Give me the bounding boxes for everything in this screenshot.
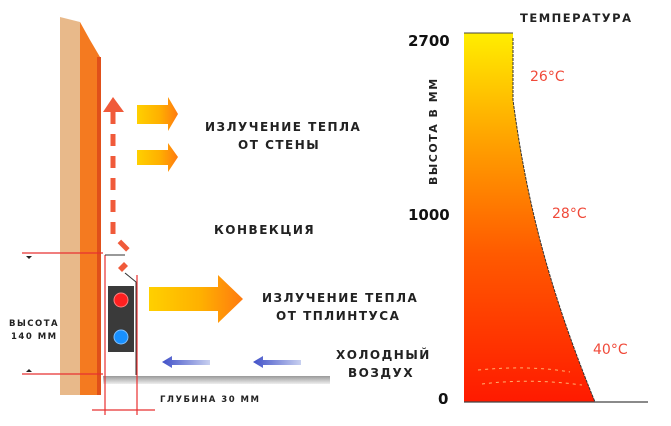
skirting-radiation-label: ИЗЛУЧЕНИЕ ТЕПЛА [262,291,418,305]
heat-waves [477,367,583,386]
depth-label: ГЛУБИНА 30 ММ [160,395,260,405]
cold-pipe-icon [113,329,129,345]
y-axis-label: ВЫСОТА В ММ [427,77,440,185]
convection-label: КОНВЕКЦИЯ [214,223,315,237]
floor [103,376,330,384]
temp-label-28: 28°C [552,206,587,222]
wall [60,17,101,395]
cold-air-label: ХОЛОДНЫЙ [336,347,431,362]
skirting-radiation-label-2: ОТ ТПЛИНТУСА [276,309,400,323]
wall-radiation-label-2: ОТ СТЕНЫ [238,138,320,152]
temp-label-26: 26°C [530,69,565,85]
hot-pipe-icon [113,292,129,308]
tick-0: 0 [438,390,448,408]
tick-1000: 1000 [408,206,450,224]
convection-arrow [103,97,130,272]
dimension-lines [22,252,155,415]
wall-radiation-label: ИЗЛУЧЕНИЕ ТЕПЛА [205,120,361,134]
cold-air-label-2: ВОЗДУХ [348,366,414,380]
chart-title: ТЕМПЕРАТУРА [520,11,633,25]
skirting-radiation-arrow [149,275,243,323]
height-value: 140 ММ [11,332,58,342]
tick-2700: 2700 [408,32,450,50]
height-label: ВЫСОТА [9,319,59,329]
temperature-profile [464,32,648,403]
temperature-area [464,33,595,402]
wall-radiation-arrows [137,97,178,172]
skirting-heater [105,254,137,375]
temp-label-40: 40°C [593,342,628,358]
cold-air-arrows [162,356,301,368]
